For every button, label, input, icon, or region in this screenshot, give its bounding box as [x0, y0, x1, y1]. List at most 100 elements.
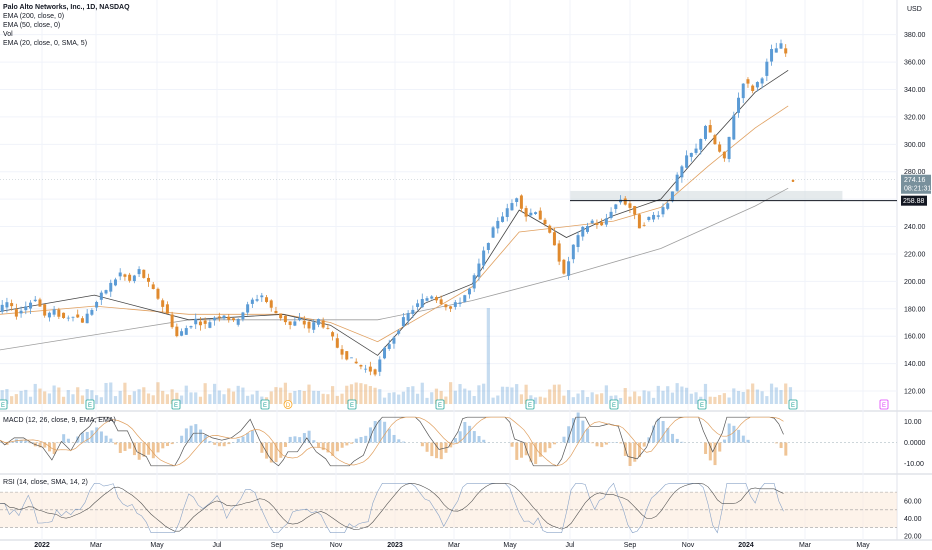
x-tick-Jul-3: Jul — [213, 542, 222, 549]
candle-body — [203, 320, 207, 324]
earnings-marker-box — [609, 399, 619, 410]
macd-hist-bar — [19, 439, 23, 443]
macd-tick-0: 10.00 — [904, 419, 922, 426]
macd-hist-bar — [402, 441, 405, 443]
macd-hist-bar — [704, 442, 708, 454]
candle-body — [104, 290, 108, 294]
y-tick-200: 200.00 — [904, 279, 926, 286]
earnings-marker-box — [788, 399, 798, 410]
volume-bar — [99, 397, 103, 404]
candle-body — [562, 259, 566, 274]
macd-hist-bar — [340, 442, 344, 448]
volume-bar — [236, 385, 240, 404]
volume-bar — [397, 394, 401, 404]
candle-body — [510, 203, 514, 211]
main-legend: Palo Alto Networks, Inc., 1D, NASDAQ EMA… — [3, 3, 130, 48]
y-tick-340: 340.00 — [904, 87, 926, 94]
earnings-marker-3: E — [260, 399, 270, 410]
volume-bar — [283, 382, 287, 404]
volume-bar — [123, 382, 127, 404]
macd-hist-bar — [590, 442, 594, 444]
volume-bar — [491, 397, 495, 404]
macd-hist-bar — [604, 442, 608, 445]
macd-hist-bar — [99, 431, 103, 443]
candle-body — [184, 328, 188, 335]
legend-ema200: EMA (200, close, 0) — [3, 13, 65, 20]
candle-body — [161, 300, 165, 307]
candle-body — [703, 125, 707, 139]
x-tick-Mar-1: Mar — [90, 542, 103, 549]
macd-hist-bar — [222, 442, 226, 447]
candle-body — [784, 48, 788, 54]
candle-body — [727, 136, 731, 159]
macd-hist-bar — [142, 442, 146, 457]
candle-body — [529, 212, 533, 216]
volume-bar — [411, 386, 415, 404]
candle-body — [283, 315, 287, 323]
y-tick-280: 280.00 — [904, 169, 926, 176]
macd-hist-bar — [364, 435, 368, 443]
macd-hist-bar — [510, 442, 514, 447]
earnings-marker-letter: E — [791, 403, 795, 409]
candle-body — [118, 272, 122, 277]
x-tick-May-8: May — [503, 542, 517, 549]
volume-bar — [302, 390, 306, 404]
volume-bar — [741, 391, 745, 404]
volume-bar — [132, 391, 136, 404]
macd-hist-bar — [581, 420, 585, 443]
volume-bar — [24, 389, 28, 404]
volume-bar — [170, 389, 174, 404]
candle-body — [14, 309, 18, 317]
candle-body — [293, 321, 297, 326]
macd-hist-bar — [208, 440, 212, 443]
earnings-marker-box — [347, 399, 357, 410]
macd-hist-bar — [199, 429, 203, 443]
volume-bar — [406, 387, 410, 404]
macd-hist-bar — [274, 442, 278, 463]
rsi-line — [0, 482, 784, 534]
volume-bar — [316, 390, 321, 404]
macd-hist-bar — [553, 442, 557, 445]
candle-body — [552, 232, 556, 246]
candle-body — [737, 97, 741, 113]
macd-hist-bar — [279, 442, 283, 458]
volume-bar — [297, 390, 302, 404]
volume-bar — [434, 388, 439, 404]
macd-hist-bar — [227, 442, 231, 445]
volume-bar — [571, 397, 575, 404]
candle-body — [755, 82, 759, 88]
candle-body — [628, 203, 632, 208]
candle-body — [312, 322, 316, 330]
macd-hist-bar — [104, 435, 108, 443]
earnings-marker-letter: E — [88, 403, 92, 409]
candle-body — [567, 261, 571, 276]
candle-body — [661, 207, 665, 215]
candle-body — [543, 219, 547, 225]
volume-bar — [444, 396, 448, 404]
volume-bar — [250, 394, 254, 404]
volume-bar — [779, 390, 783, 404]
candle-body — [236, 318, 240, 325]
candle-body — [250, 299, 254, 304]
volume-bar — [76, 387, 80, 404]
macd-hist-bar — [708, 442, 712, 461]
volume-bar — [415, 393, 420, 404]
candle-body — [90, 310, 94, 315]
volume-bar — [373, 387, 377, 404]
macd-hist-bar — [571, 418, 575, 443]
legend-title: Palo Alto Networks, Inc., 1D, NASDAQ — [3, 4, 130, 11]
macd-hist-bar — [109, 438, 113, 443]
candle-body — [397, 330, 401, 334]
volume-bar — [66, 390, 70, 404]
candle-body — [345, 351, 349, 360]
candle-body — [288, 321, 292, 325]
macd-hist-bar — [397, 439, 401, 443]
macd-hist-bar — [453, 438, 457, 443]
volume-bar — [581, 390, 585, 404]
volume-bar — [189, 392, 193, 404]
volume-bar — [128, 394, 132, 404]
volume-bar — [203, 383, 207, 404]
macd-hist-bar — [38, 442, 42, 448]
candle-body — [623, 198, 627, 205]
